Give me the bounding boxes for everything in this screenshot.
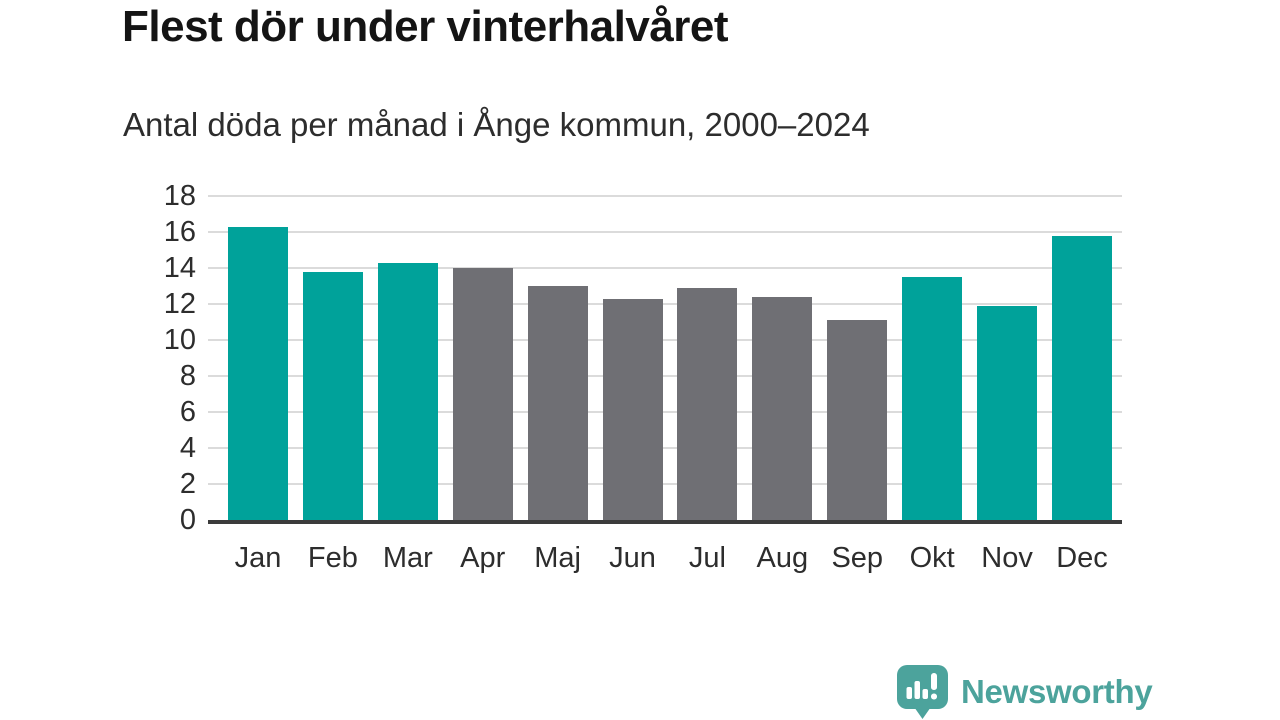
- x-tick-label-okt: Okt: [909, 542, 955, 574]
- y-tick-label-10: 10: [163, 324, 196, 356]
- y-tick-label-12: 12: [163, 288, 196, 320]
- bar-nov: [977, 305, 1038, 520]
- gridline-y-14: [208, 267, 1122, 269]
- x-tick-label-nov: Nov: [981, 542, 1033, 574]
- newsworthy-logo: Newsworthy: [896, 664, 1153, 720]
- x-tick-label-maj: Maj: [534, 542, 581, 574]
- x-tick-label-feb: Feb: [307, 542, 358, 574]
- bar-feb: [302, 271, 363, 520]
- gridline-y-18: [208, 195, 1122, 197]
- y-tick-label-2: 2: [179, 468, 196, 500]
- gridline-y-4: [208, 447, 1122, 449]
- gridline-y-2: [208, 483, 1122, 485]
- x-tick-label-sep: Sep: [831, 542, 884, 574]
- bar-jul: [677, 287, 738, 520]
- newsworthy-speech-bubble-bar-chart-icon: [897, 665, 948, 719]
- chart-subtitle: Antal döda per månad i Ånge kommun, 2000…: [123, 106, 870, 143]
- x-tick-label-mar: Mar: [382, 542, 433, 574]
- plot-area: [208, 195, 1122, 524]
- y-tick-label-8: 8: [179, 360, 196, 392]
- bar-sep: [827, 320, 888, 520]
- y-tick-label-14: 14: [163, 252, 196, 284]
- x-tick-label-dec: Dec: [1056, 542, 1108, 574]
- y-tick-label-18: 18: [163, 180, 196, 212]
- chart-title: Flest dör under vinterhalvåret: [122, 2, 729, 51]
- gridline-y-10: [208, 339, 1122, 341]
- y-tick-label-0: 0: [179, 504, 196, 536]
- bar-jan: [228, 226, 288, 520]
- bar-aug: [752, 296, 813, 520]
- logo-text: Newsworthy: [961, 673, 1153, 710]
- gridline-y-8: [208, 375, 1122, 377]
- y-tick-label-6: 6: [179, 396, 196, 428]
- gridline-y-12: [208, 303, 1122, 305]
- bar-chart: Flest dör under vinterhalvåret Antal död…: [122, 2, 1122, 574]
- bar-mar: [377, 262, 438, 520]
- gridline-y-16: [208, 231, 1122, 233]
- x-tick-label-jul: Jul: [688, 542, 726, 574]
- y-tick-label-4: 4: [179, 432, 196, 464]
- x-tick-label-aug: Aug: [756, 542, 809, 574]
- x-tick-label-jan: Jan: [234, 542, 282, 574]
- y-tick-label-16: 16: [163, 216, 196, 248]
- bar-maj: [527, 286, 588, 520]
- bar-okt: [902, 277, 963, 520]
- gridline-y-6: [208, 411, 1122, 413]
- x-tick-label-apr: Apr: [460, 542, 506, 574]
- bar-dec: [1052, 235, 1112, 520]
- x-tick-label-jun: Jun: [609, 542, 656, 574]
- bar-apr: [452, 268, 513, 520]
- bar-jun: [602, 298, 663, 520]
